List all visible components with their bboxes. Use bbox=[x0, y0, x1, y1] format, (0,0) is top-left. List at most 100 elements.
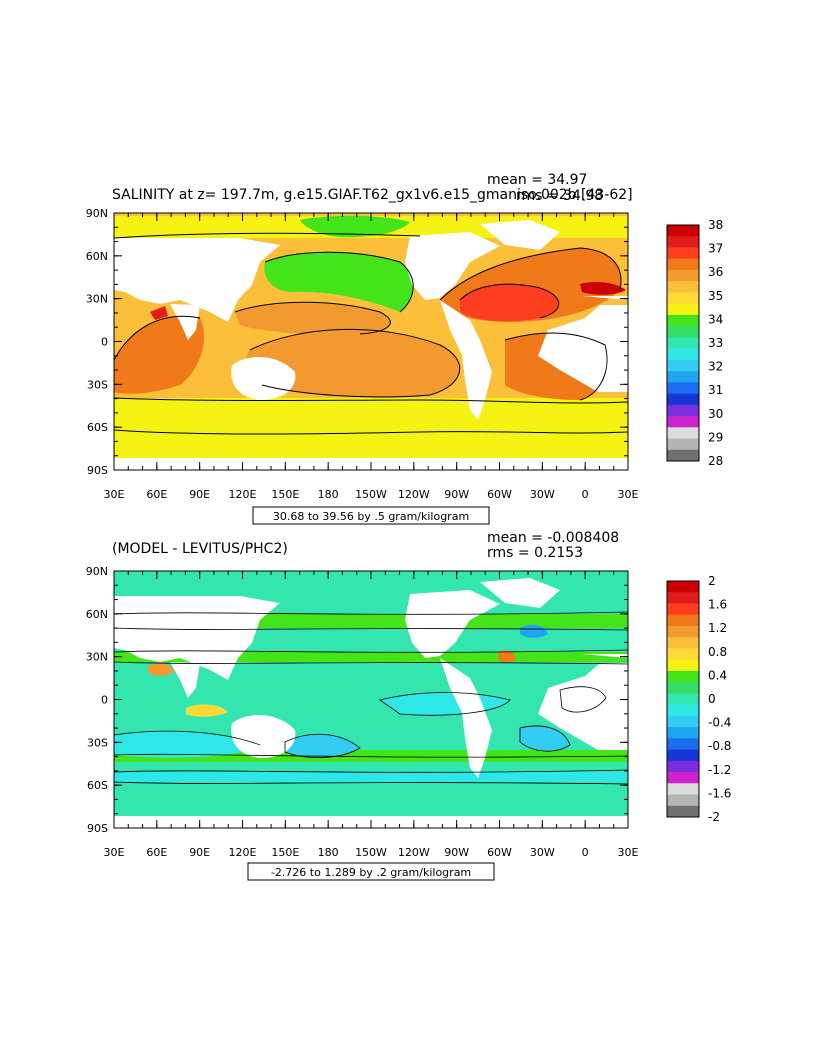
bottom-lon-labels: 30E 60E 90E 120E 150E 180 150W 120W 90W 60W 30W 0 30… bbox=[104, 846, 639, 859]
colorbar-swatch bbox=[667, 281, 699, 293]
top-panel: mean = 34.97 rms = 34.98 SALINITY at z= … bbox=[86, 172, 723, 525]
lon-label: 150W bbox=[355, 846, 387, 859]
top-north-pacific-low bbox=[264, 252, 414, 312]
colorbar-swatch bbox=[667, 292, 699, 304]
lon-label: 90W bbox=[444, 846, 469, 859]
colorbar-swatch bbox=[667, 727, 699, 739]
colorbar-label: 0 bbox=[708, 692, 716, 706]
top-mean: mean = 34.97 bbox=[487, 172, 587, 188]
lon-label: 60E bbox=[146, 846, 167, 859]
colorbar-swatch bbox=[667, 693, 699, 705]
lat-label: 60N bbox=[86, 608, 108, 621]
colorbar-label: 0.8 bbox=[708, 645, 727, 659]
colorbar-swatch bbox=[667, 247, 699, 260]
colorbar-swatch bbox=[667, 314, 699, 327]
colorbar-swatch bbox=[667, 393, 699, 406]
colorbar-swatch bbox=[667, 337, 699, 349]
lon-label: 30E bbox=[618, 846, 639, 859]
bottom-yellow-indian bbox=[186, 704, 228, 717]
top-contours bbox=[114, 232, 628, 435]
lon-label: 0 bbox=[582, 488, 589, 501]
lat-label: 30S bbox=[87, 378, 108, 391]
lon-label: 60E bbox=[146, 488, 167, 501]
lat-label: 0 bbox=[101, 694, 108, 707]
top-north-pacific-high bbox=[235, 302, 391, 335]
bottom-orange-gulfstream bbox=[498, 650, 516, 663]
top-colorbar: 38 37 36 35 34 33 32 31 30 29 28 bbox=[666, 218, 723, 468]
top-indian-ocean bbox=[114, 316, 204, 394]
colorbar-swatch bbox=[667, 303, 699, 316]
lat-label: 0 bbox=[101, 336, 108, 349]
colorbar-swatch bbox=[667, 359, 699, 372]
colorbar-swatch bbox=[667, 682, 699, 694]
lat-label: 90N bbox=[86, 207, 108, 220]
bottom-panel: mean = -0.008408 rms = 0.2153 (MODEL - L… bbox=[86, 530, 731, 881]
lon-label: 180 bbox=[318, 488, 339, 501]
colorbar-swatch bbox=[667, 348, 699, 361]
colorbar-swatch bbox=[667, 382, 699, 394]
lat-label: 60N bbox=[86, 250, 108, 263]
lon-label: 120W bbox=[398, 846, 430, 859]
bottom-colorbar: 2 1.6 1.2 0.8 0.4 0 -0.4 -0.8 -1.2 -1.6 -2 bbox=[666, 574, 731, 824]
colorbar-swatch bbox=[667, 805, 699, 818]
lon-label: 90E bbox=[189, 488, 210, 501]
lon-label: 120E bbox=[229, 846, 257, 859]
top-mediterranean bbox=[580, 282, 626, 295]
colorbar-swatch bbox=[667, 794, 699, 807]
lat-label: 30N bbox=[86, 293, 108, 306]
top-ticks bbox=[113, 212, 629, 471]
top-south-pacific-high bbox=[245, 329, 460, 397]
colorbar-swatch bbox=[667, 269, 699, 282]
colorbar-swatch bbox=[667, 614, 699, 627]
colorbar-label: 28 bbox=[708, 454, 723, 468]
lon-label: 90E bbox=[189, 846, 210, 859]
colorbar-label: 2 bbox=[708, 574, 716, 588]
lat-label: 60S bbox=[87, 779, 108, 792]
top-land bbox=[114, 220, 628, 470]
colorbar-label: 33 bbox=[708, 336, 723, 350]
top-range-box bbox=[252, 506, 490, 525]
lon-label: 30W bbox=[530, 488, 555, 501]
colorbar-label: 35 bbox=[708, 289, 723, 303]
colorbar-swatch bbox=[667, 749, 699, 762]
lon-label: 90W bbox=[444, 488, 469, 501]
bottom-cyan-indian bbox=[114, 731, 260, 758]
top-arctic-green bbox=[300, 215, 410, 238]
bottom-lat-labels: 90N 60N 30N 0 30S 60S 90S bbox=[86, 565, 108, 835]
colorbar-swatch bbox=[667, 438, 699, 451]
colorbar-swatch bbox=[667, 371, 699, 383]
bottom-land bbox=[114, 578, 628, 828]
colorbar-swatch bbox=[667, 760, 699, 773]
top-rms: rms = 34.98 bbox=[516, 188, 603, 204]
colorbar-label: -1.6 bbox=[708, 786, 731, 800]
top-title: SALINITY at z= 197.7m, g.e15.GIAF.T62_gx… bbox=[112, 187, 633, 203]
colorbar-label: 32 bbox=[708, 360, 723, 374]
colorbar-swatch bbox=[667, 659, 699, 672]
top-southern-band bbox=[114, 398, 628, 458]
colorbar-swatch bbox=[667, 449, 699, 462]
colorbar-swatch bbox=[667, 670, 699, 683]
colorbar-label: 37 bbox=[708, 242, 723, 256]
bottom-contours bbox=[114, 611, 628, 785]
colorbar-swatch bbox=[667, 783, 699, 795]
lon-label: 30E bbox=[104, 488, 125, 501]
colorbar-swatch bbox=[667, 603, 699, 616]
colorbar-swatch bbox=[667, 715, 699, 728]
colorbar-swatch bbox=[667, 404, 699, 417]
colorbar-swatch bbox=[667, 738, 699, 750]
colorbar-swatch bbox=[667, 592, 699, 604]
lat-label: 30S bbox=[87, 736, 108, 749]
colorbar-label: 38 bbox=[708, 218, 723, 232]
lon-label: 60W bbox=[487, 846, 512, 859]
lat-label: 90S bbox=[87, 464, 108, 477]
colorbar-label: 29 bbox=[708, 430, 723, 444]
lon-label: 150E bbox=[271, 846, 299, 859]
colorbar-swatch bbox=[667, 258, 699, 271]
bottom-band-3 bbox=[114, 750, 628, 762]
lon-label: 180 bbox=[318, 846, 339, 859]
lon-label: 120W bbox=[398, 488, 430, 501]
colorbar-swatch bbox=[667, 625, 699, 638]
bottom-blue-pacific bbox=[285, 734, 360, 758]
top-map bbox=[113, 212, 629, 471]
